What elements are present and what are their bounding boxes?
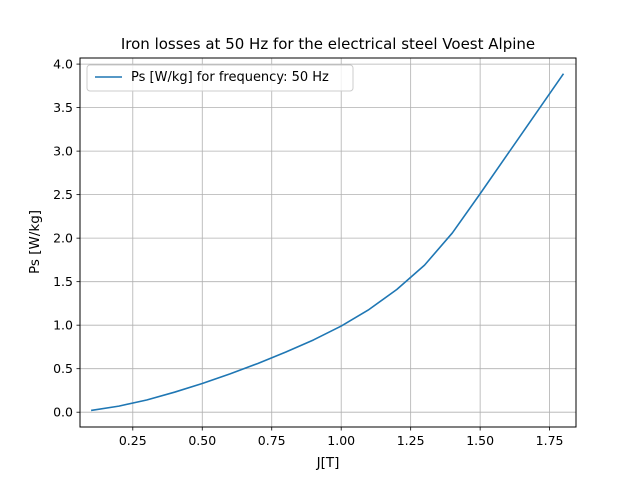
ticks: 0.25 0.50 0.75 1.00 1.25 1.50 1.75 0.0 0.5 1.0 1.5… (53, 57, 563, 448)
plot-frame (79, 57, 577, 428)
y-axis-label: Ps [W/kg] (27, 210, 43, 274)
x-tick-label: 1.25 (397, 433, 425, 448)
y-tick-label: 3.5 (53, 100, 73, 115)
y-tick-label: 2.0 (53, 231, 73, 246)
y-tick-label: 2.5 (53, 187, 73, 202)
y-tick-label: 1.0 (53, 318, 73, 333)
y-tick-label: 0.5 (53, 361, 73, 376)
legend-label: Ps [W/kg] for frequency: 50 Hz (131, 70, 329, 85)
x-tick-label: 0.25 (119, 433, 147, 448)
series-layer (90, 73, 565, 412)
grid (80, 58, 576, 427)
x-tick-label: 0.50 (188, 433, 216, 448)
chart-title: Iron losses at 50 Hz for the electrical … (121, 35, 535, 53)
x-tick-label: 1.00 (327, 433, 355, 448)
y-tick-label: 4.0 (53, 57, 73, 72)
x-tick-label: 0.75 (258, 433, 286, 448)
series-line (90, 73, 565, 412)
y-tick-label: 0.0 (53, 405, 73, 420)
x-axis-label: J[T] (316, 455, 340, 471)
legend-box (86, 64, 354, 92)
x-tick-label: 1.50 (466, 433, 494, 448)
x-tick-label: 1.75 (536, 433, 564, 448)
legend: Ps [W/kg] for frequency: 50 Hz (86, 64, 354, 92)
y-tick-label: 1.5 (53, 274, 73, 289)
y-tick-label: 3.0 (53, 144, 73, 159)
